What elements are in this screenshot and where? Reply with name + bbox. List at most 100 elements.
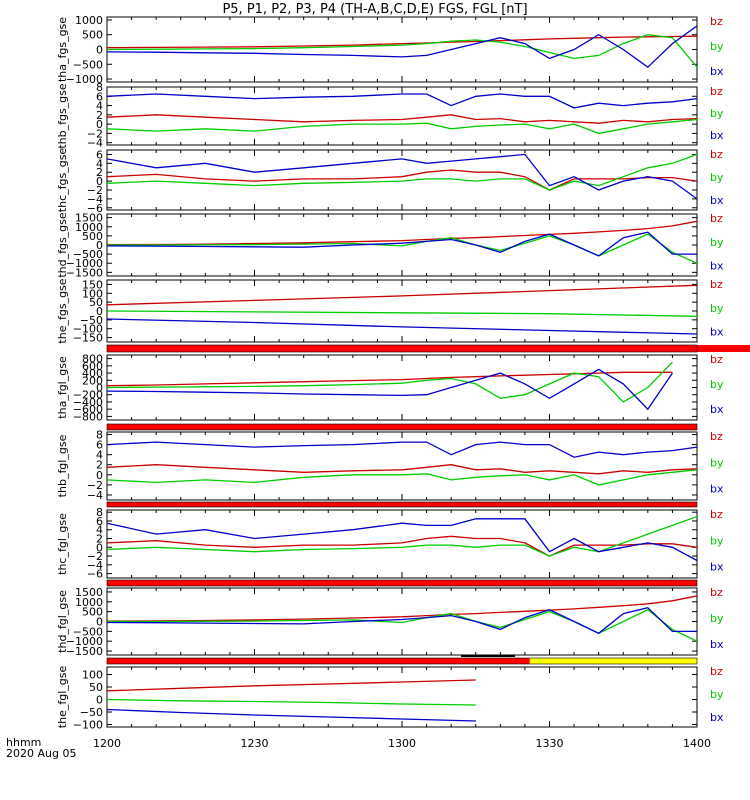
series-line-bz [107, 595, 697, 622]
series-line-by [107, 34, 697, 68]
y-tick-label: −1000 [66, 73, 103, 86]
series-line-bz [107, 464, 697, 475]
status-bar-the_fgs_gse [106, 344, 750, 353]
y-tick-label: 4 [96, 100, 103, 113]
y-axis-label: thc_fgs_gse [56, 148, 69, 213]
y-tick-label: 2 [96, 533, 103, 546]
legend-bz: bz [710, 430, 723, 443]
y-tick-label: 150 [82, 278, 103, 291]
series-line-bx [107, 153, 697, 200]
legend-bz: bz [710, 148, 723, 161]
y-axis-label: thb_fgl_gse [56, 434, 69, 497]
series-group [107, 595, 697, 642]
y-tick-label: −4 [87, 193, 103, 206]
y-tick-label: 0 [96, 694, 103, 707]
legend-bz: bz [710, 15, 723, 28]
series-line-bz [107, 284, 697, 306]
y-tick-label: −6 [87, 568, 103, 581]
series-line-bx [107, 231, 697, 257]
y-tick-label: 100 [82, 669, 103, 682]
legend-bx: bx [710, 561, 724, 574]
y-tick-label: 4 [96, 524, 103, 537]
y-tick-label: 0 [96, 118, 103, 131]
legend-bx: bx [710, 260, 724, 273]
y-tick-label: 8 [96, 81, 103, 94]
y-tick-label: 50 [89, 681, 103, 694]
y-tick-label: −500 [73, 625, 103, 638]
legend-by: by [710, 688, 724, 701]
legend-by: by [710, 236, 724, 249]
legend-bz: bz [710, 85, 723, 98]
series-group [107, 679, 476, 722]
series-line-by [107, 153, 697, 191]
x-tick-label: 1200 [93, 737, 121, 750]
series-line-bz [107, 679, 476, 692]
status-bar-frame [106, 579, 698, 587]
status-bar-thc_fgl_gse [106, 579, 698, 587]
y-tick-label: 0 [96, 382, 103, 395]
y-tick-label: −4 [87, 489, 103, 502]
y-axis-label: thd_fgl_gse [56, 590, 69, 653]
legend-bx: bx [710, 129, 724, 142]
y-tick-label: 400 [82, 367, 103, 380]
legend-by: by [710, 40, 724, 53]
x-tick-label: 1230 [241, 737, 269, 750]
y-tick-label: 8 [96, 429, 103, 442]
y-tick-label: −500 [73, 58, 103, 71]
y-axis-label: tha_fgs_gse [56, 17, 69, 82]
y-tick-label: 4 [96, 449, 103, 462]
y-tick-label: 100 [82, 287, 103, 300]
series-line-bz [107, 35, 697, 49]
y-axis-label: the_fgs_gse [56, 278, 69, 343]
y-axis-label: thd_fgs_gse [56, 212, 69, 278]
y-axis-label: thb_fgs_gse [56, 83, 69, 149]
y-tick-label: −50 [80, 706, 103, 719]
y-tick-label: 0 [96, 305, 103, 318]
series-line-bx [107, 606, 697, 635]
series-line-bx [107, 368, 673, 411]
series-group [107, 284, 697, 335]
x-tick-label: 1330 [536, 737, 564, 750]
y-tick-label: 8 [96, 506, 103, 519]
series-line-bz [107, 220, 697, 246]
y-tick-label: 0 [96, 616, 103, 629]
legend-by: by [710, 612, 724, 625]
footer-date-label: 2020 Aug 05 [6, 747, 76, 760]
series-line-by [107, 118, 697, 135]
series-line-by [107, 361, 673, 403]
y-axis-label: thc_fgl_gse [56, 513, 69, 575]
status-bar-segment [107, 580, 697, 586]
y-tick-label: 4 [96, 157, 103, 170]
status-bar-thd_fgl_gse [106, 655, 698, 665]
series-group [107, 220, 697, 264]
x-tick-label: 1400 [683, 737, 711, 750]
legend-bz: bz [710, 278, 723, 291]
y-tick-label: 1000 [75, 596, 103, 609]
y-tick-label: 6 [96, 90, 103, 103]
y-tick-label: 500 [82, 29, 103, 42]
y-tick-label: 1500 [75, 212, 103, 225]
y-tick-label: 50 [89, 296, 103, 309]
y-tick-label: 2 [96, 166, 103, 179]
series-line-by [107, 698, 476, 706]
series-line-bz [107, 169, 697, 191]
y-tick-label: −50 [80, 314, 103, 327]
series-line-bx [107, 318, 697, 335]
legend-bx: bx [710, 65, 724, 78]
series-line-bx [107, 708, 476, 722]
status-bar-frame [106, 501, 698, 508]
status-bar-frame [106, 344, 698, 353]
y-tick-label: 0 [96, 175, 103, 188]
y-tick-label: −600 [73, 403, 103, 416]
y-tick-label: −4 [87, 559, 103, 572]
y-tick-label: 1000 [75, 221, 103, 234]
